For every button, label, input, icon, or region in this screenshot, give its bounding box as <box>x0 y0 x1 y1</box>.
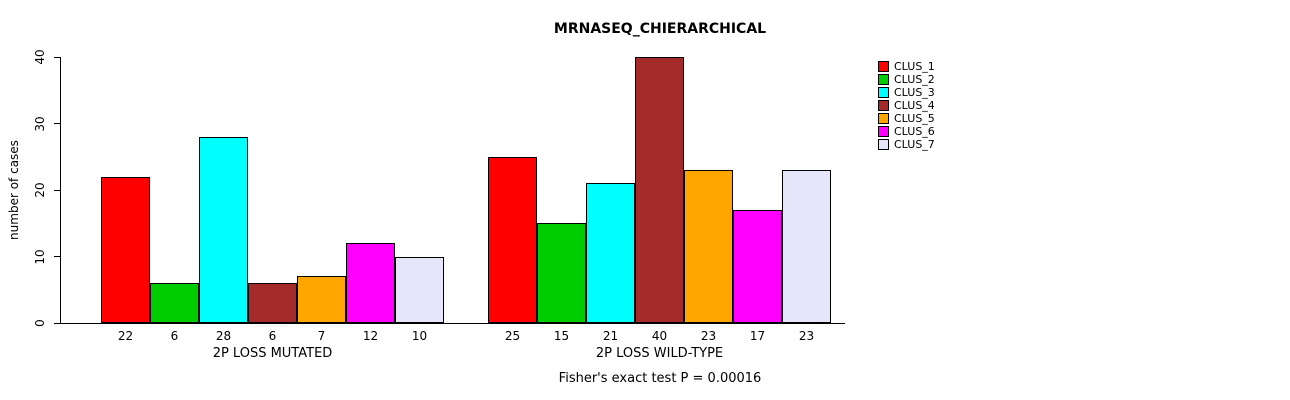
legend-swatch <box>878 139 889 150</box>
legend-item: CLUS_4 <box>878 99 935 112</box>
bar-clus_7 <box>395 256 444 323</box>
legend-swatch <box>878 126 889 137</box>
bar-clus_2 <box>537 223 586 323</box>
bar-value-label: 7 <box>317 329 326 343</box>
bar-value-label: 23 <box>700 329 717 343</box>
bar-clus_4 <box>248 283 297 323</box>
bar-value-label: 6 <box>268 329 277 343</box>
bar-value-label: 21 <box>602 329 619 343</box>
bar-clus_2 <box>150 283 199 323</box>
y-tick-label: 20 <box>33 182 47 198</box>
chart-title: MRNASEQ_CHIERARCHICAL <box>553 21 767 37</box>
bar-clus_4 <box>635 57 684 323</box>
bar-group-mutated <box>101 136 444 323</box>
plot-area: 0 10 20 30 40 <box>33 49 845 327</box>
fisher-test-annotation: Fisher's exact test P = 0.00016 <box>558 371 762 386</box>
legend-label: CLUS_1 <box>894 60 935 73</box>
bar-value-label: 6 <box>170 329 179 343</box>
bar-value-label: 23 <box>798 329 815 343</box>
y-tick-mark <box>54 189 60 191</box>
bar-clus_6 <box>346 243 395 323</box>
bar-clus_7 <box>782 170 831 323</box>
bar-value-label: 10 <box>411 329 428 343</box>
value-labels-mutated: 22 6 28 6 7 12 10 <box>101 329 444 343</box>
y-tick-mark <box>54 322 60 324</box>
legend-label: CLUS_3 <box>894 86 935 99</box>
y-tick-label: 40 <box>33 49 47 65</box>
legend-swatch <box>878 113 889 124</box>
y-tick-mark <box>54 123 60 124</box>
legend-swatch <box>878 100 889 111</box>
y-axis: 0 10 20 30 40 <box>33 49 61 327</box>
bar-clus_5 <box>684 170 733 323</box>
legend-swatch <box>878 61 889 72</box>
bar-clus_6 <box>733 209 782 323</box>
bar-value-label: 12 <box>362 329 379 343</box>
y-tick-mark <box>54 56 60 58</box>
bar-value-label: 25 <box>504 329 521 343</box>
bar-clus_3 <box>199 136 248 323</box>
bar-value-label: 28 <box>215 329 232 343</box>
legend-swatch <box>878 87 889 98</box>
legend-label: CLUS_2 <box>894 73 935 86</box>
legend-item: CLUS_2 <box>878 73 935 86</box>
bar-value-label: 15 <box>553 329 570 343</box>
legend-label: CLUS_6 <box>894 125 935 138</box>
y-tick-label: 30 <box>33 115 47 132</box>
y-axis-label: number of cases <box>7 140 21 240</box>
bar-group-wildtype <box>488 57 831 323</box>
legend-label: CLUS_4 <box>894 99 935 112</box>
legend-item: CLUS_6 <box>878 125 935 138</box>
legend-label: CLUS_7 <box>894 138 935 151</box>
x-axis-label-wildtype: 2P LOSS WILD-TYPE <box>595 346 724 361</box>
y-tick-mark <box>54 256 60 257</box>
bar-value-label: 17 <box>749 329 766 343</box>
legend-swatch <box>878 74 889 85</box>
bar-clus_3 <box>586 183 635 323</box>
bar-clus_1 <box>101 176 150 323</box>
y-tick-label: 10 <box>33 248 47 265</box>
value-labels-wildtype: 25 15 21 40 23 17 23 <box>488 329 831 343</box>
y-tick-label: 0 <box>33 319 47 327</box>
legend: CLUS_1 CLUS_2 CLUS_3 CLUS_4 CLUS_5 CLUS_6 CLUS… <box>878 60 935 151</box>
legend-item: CLUS_1 <box>878 60 935 73</box>
bar-clus_5 <box>297 276 346 323</box>
legend-item: CLUS_5 <box>878 112 935 125</box>
legend-item: CLUS_3 <box>878 86 935 99</box>
legend-item: CLUS_7 <box>878 138 935 151</box>
x-axis-label-mutated: 2P LOSS MUTATED <box>212 346 333 361</box>
bar-clus_1 <box>488 156 537 323</box>
bar-value-label: 40 <box>651 329 668 343</box>
bar-value-label: 22 <box>117 329 134 343</box>
legend-label: CLUS_5 <box>894 112 935 125</box>
